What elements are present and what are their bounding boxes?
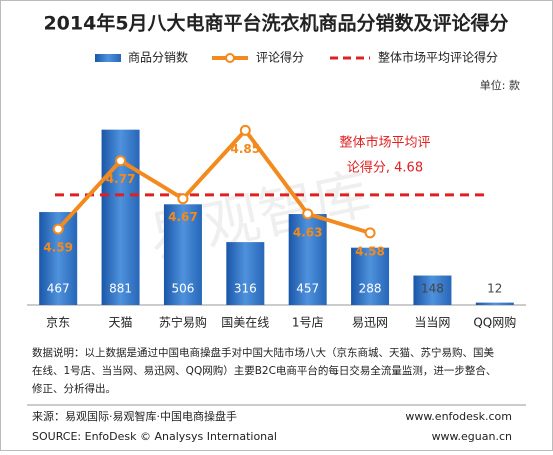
bar xyxy=(413,275,452,305)
bar-value-label: 457 xyxy=(296,282,319,296)
bar-value-label: 148 xyxy=(421,282,444,296)
annotation: 整体市场平均评 xyxy=(339,135,430,151)
url: www.eguan.cn xyxy=(432,430,512,443)
legend-swatch xyxy=(225,53,235,63)
line-point xyxy=(52,223,64,235)
line-value-label: 4.85 xyxy=(231,142,261,156)
annotation: 论得分, 4.68 xyxy=(347,160,423,176)
bar-value-label: 881 xyxy=(109,282,132,296)
line-value-label: 4.63 xyxy=(293,225,323,239)
bar xyxy=(351,247,390,305)
line-point xyxy=(115,155,127,167)
line-value-label: 4.59 xyxy=(43,241,73,255)
unit: 单位: 款 xyxy=(480,78,520,92)
line-point xyxy=(177,193,189,205)
x-tick-label: 当当网 xyxy=(414,316,450,330)
line-value-label: 4.77 xyxy=(106,172,136,186)
bar xyxy=(288,214,327,305)
source: SOURCE: EnfoDesk © Analysys Internationa… xyxy=(32,430,277,443)
x-tick-label: 1号店 xyxy=(292,316,324,330)
x-tick-label: QQ网购 xyxy=(473,315,516,330)
legend-label: 整体市场平均评论得分 xyxy=(378,50,498,65)
line xyxy=(56,128,371,235)
bar-value-label: 506 xyxy=(171,282,194,296)
line-value-label: 4.67 xyxy=(168,210,198,224)
legend-label: 商品分销数 xyxy=(128,50,188,65)
bar xyxy=(163,204,202,305)
chart-title: 2014年5月八大电商平台洗衣机商品分销数及评论得分 xyxy=(43,12,508,35)
x-tick-label: 京东 xyxy=(46,316,70,330)
note: 在线、1号店、当当网、易迅网、QQ网购）主要B2C电商平台的每日交易全流量监测，… xyxy=(32,364,496,377)
source: 来源：易观国际·易观智库·中国电商操盘手 xyxy=(32,409,237,423)
line-value-label: 4.58 xyxy=(355,244,385,258)
url: www.enfodesk.com xyxy=(405,410,512,423)
line-point xyxy=(364,227,376,239)
x-tick-label: 苏宁易购 xyxy=(159,315,207,330)
x-tick-label: 国美在线 xyxy=(221,316,269,330)
line-point xyxy=(302,208,314,220)
bar-value-label: 316 xyxy=(234,282,257,296)
bar-value-label: 12 xyxy=(487,282,502,296)
legend-swatch xyxy=(95,54,121,62)
legend-label: 评论得分 xyxy=(256,50,304,65)
bar-value-label: 288 xyxy=(359,282,382,296)
x-tick-label: 天猫 xyxy=(109,316,133,330)
note: 数据说明：以上数据是通过中国电商操盘手对中国大陆市场八大（京东商城、天猫、苏宁易… xyxy=(32,346,494,359)
bar xyxy=(226,242,265,305)
bar-value-label: 467 xyxy=(47,282,70,296)
bar xyxy=(475,302,514,305)
x-tick-label: 易迅网 xyxy=(352,316,388,330)
line-point xyxy=(239,124,251,136)
note: 修正、分析得出。 xyxy=(32,382,116,395)
